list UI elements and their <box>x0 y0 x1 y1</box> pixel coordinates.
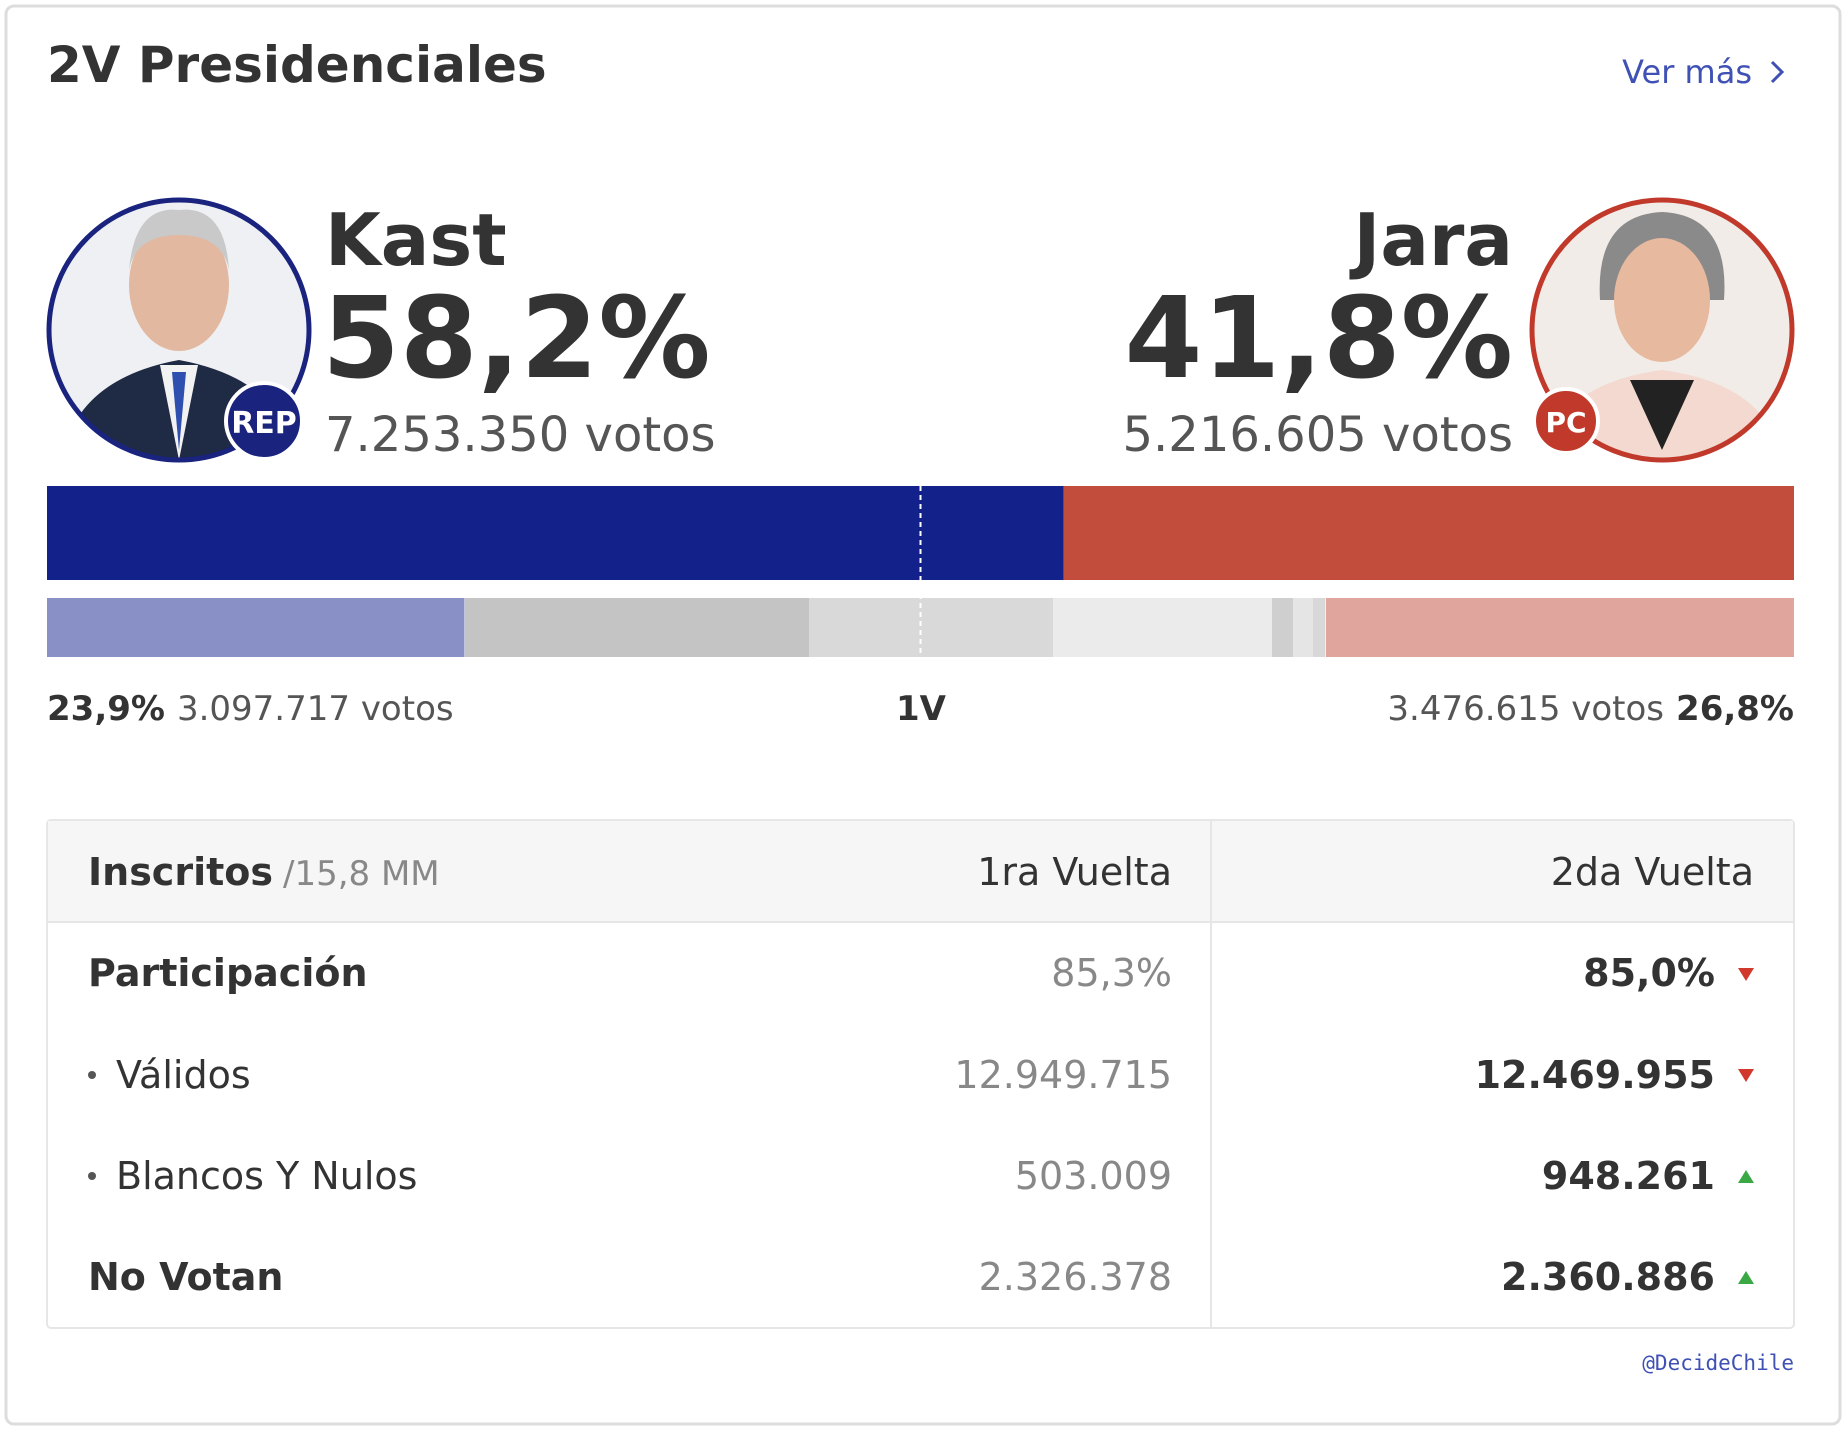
other-segment <box>1053 598 1272 657</box>
other-segment <box>465 598 809 657</box>
party-badge: REP <box>224 381 304 461</box>
see-more-link[interactable]: Ver más <box>1622 53 1785 91</box>
trend-down-icon <box>1738 968 1754 981</box>
first-round-segment <box>1325 598 1794 657</box>
footer-credit: @DecideChile <box>1642 1351 1794 1375</box>
vote-bar-segment <box>47 486 1064 580</box>
trend-up-icon <box>1738 1170 1754 1183</box>
header-cell: /15,8 MM <box>283 854 440 894</box>
second-round-cell: 948.261 <box>1542 1154 1715 1198</box>
link-text[interactable]: Ver más <box>1622 53 1752 91</box>
first-round-segment <box>47 598 465 657</box>
first-round-label: 1V <box>896 689 947 729</box>
first-round-votes: 3.097.717 votos <box>177 689 454 729</box>
second-round-cell: 2.360.886 <box>1501 1255 1715 1299</box>
turnout-table: Inscritos/15,8 MM 1ra Vuelta 2da Vuelta … <box>46 819 1795 1329</box>
first-round-percent: 26,8% <box>1676 689 1794 729</box>
row-label: Blancos Y Nulos <box>116 1154 417 1198</box>
candidate-name: Kast <box>325 198 507 282</box>
header-cell: 1ra Vuelta <box>977 850 1172 894</box>
row-label: Válidos <box>116 1053 251 1097</box>
party-label: REP <box>231 406 297 441</box>
trend-up-icon <box>1738 1271 1754 1284</box>
first-round-cell: 12.949.715 <box>954 1053 1172 1097</box>
card-title: 2V Presidenciales <box>47 36 547 94</box>
party-badge: PC <box>1532 387 1600 455</box>
other-segment <box>1293 598 1313 657</box>
bullet <box>88 1172 96 1180</box>
first-round-percent: 23,9% <box>47 689 165 729</box>
vote-bar-segment <box>1063 486 1794 580</box>
first-round-votes: 3.476.615 votos <box>1387 689 1664 729</box>
header-cell: Inscritos <box>88 850 273 894</box>
vote-bars <box>47 486 1794 657</box>
header-cell: 2da Vuelta <box>1551 850 1754 894</box>
second-round-cell: 12.469.955 <box>1475 1053 1715 1097</box>
bullet <box>88 1071 96 1079</box>
table-header-label: Inscritos/15,8 MM <box>88 850 440 894</box>
row-label: No Votan <box>88 1255 283 1299</box>
first-round-cell: 503.009 <box>1015 1154 1172 1198</box>
party-label: PC <box>1545 406 1586 439</box>
table-header-bg <box>48 821 1793 922</box>
trend-down-icon <box>1738 1069 1754 1082</box>
chevron-icon <box>1770 60 1785 84</box>
first-round-right: 3.476.615 votos 26,8% <box>1387 689 1794 729</box>
table-frame <box>46 819 1795 1329</box>
second-round-cell: 85,0% <box>1583 951 1715 995</box>
candidate-votes: 7.253.350 votos <box>325 407 716 463</box>
first-round-cell: 2.326.378 <box>979 1255 1172 1299</box>
other-segment <box>1272 598 1293 657</box>
first-round-left: 23,9% 3.097.717 votos <box>47 689 454 729</box>
other-segment <box>809 598 1053 657</box>
candidate-percent: 58,2% <box>322 274 711 404</box>
candidate-votes: 5.216.605 votos <box>1122 407 1513 463</box>
candidate-name: Jara <box>1349 198 1513 282</box>
other-segment <box>1313 598 1325 657</box>
row-label: Participación <box>88 951 368 995</box>
first-round-cell: 85,3% <box>1051 951 1172 995</box>
candidate-percent: 41,8% <box>1124 274 1513 404</box>
